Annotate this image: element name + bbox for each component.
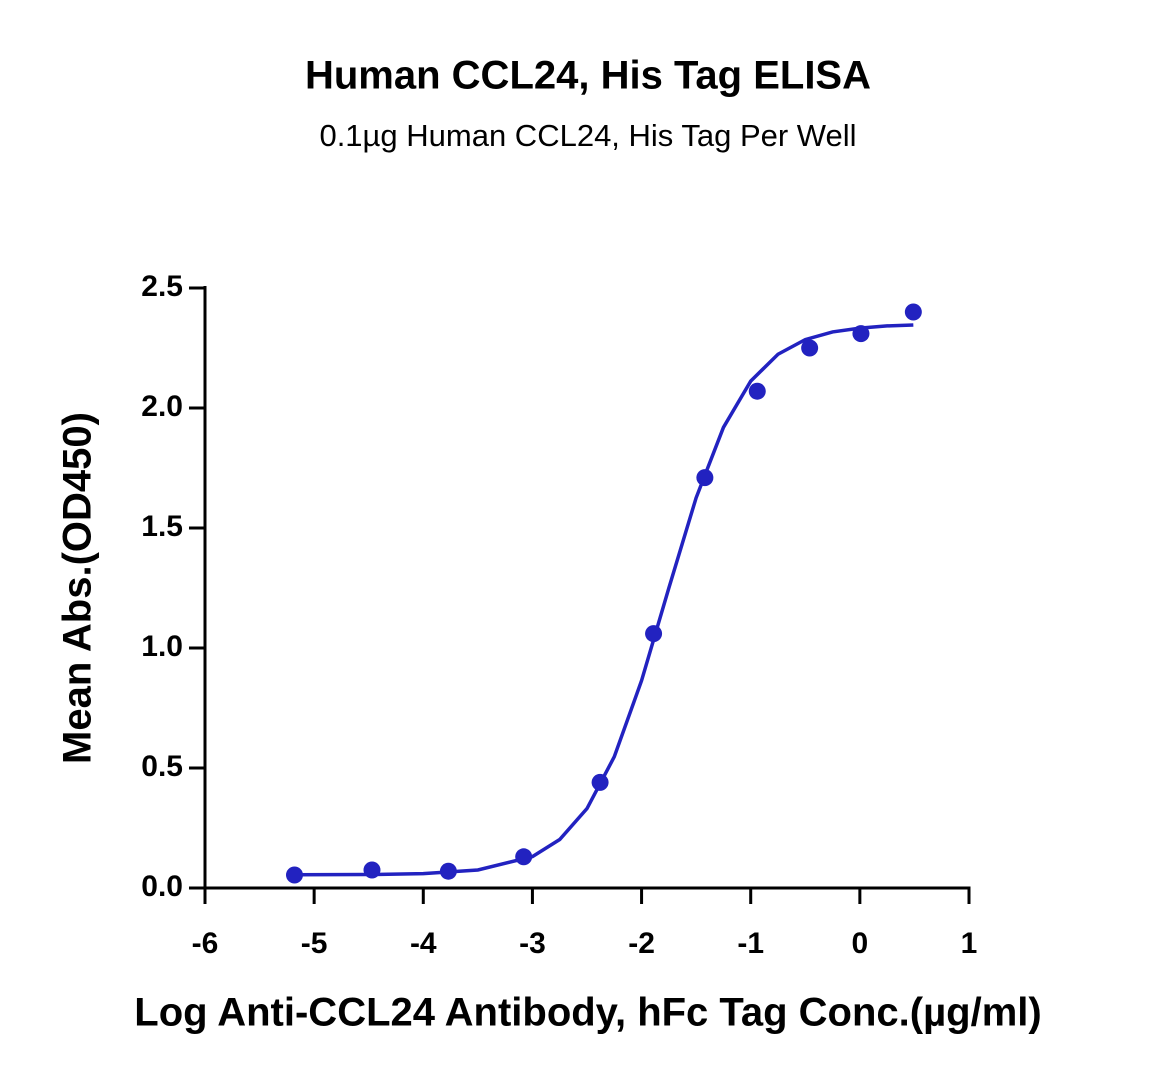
y-tick-label: 0.5 bbox=[141, 750, 183, 783]
data-point bbox=[852, 325, 870, 343]
data-point bbox=[439, 862, 457, 880]
data-point bbox=[801, 339, 819, 357]
chart-title: Human CCL24, His Tag ELISA bbox=[305, 54, 871, 98]
x-tick-label: -6 bbox=[192, 927, 219, 960]
y-tick-label: 0.0 bbox=[141, 870, 183, 903]
x-tick-label: -4 bbox=[410, 927, 437, 960]
y-tick-label: 1.5 bbox=[141, 510, 183, 543]
data-point bbox=[645, 625, 663, 643]
x-axis-label: Log Anti-CCL24 Antibody, hFc Tag Conc.(µ… bbox=[134, 991, 1041, 1035]
x-tick-label: -1 bbox=[737, 927, 764, 960]
x-tick-label: -3 bbox=[519, 927, 546, 960]
data-point bbox=[363, 861, 381, 879]
x-tick-label: 0 bbox=[852, 927, 869, 960]
y-tick-label: 1.0 bbox=[141, 630, 183, 663]
data-point bbox=[696, 469, 714, 487]
x-tick-label: 1 bbox=[961, 927, 978, 960]
data-point bbox=[904, 303, 922, 321]
chart-subtitle: 0.1µg Human CCL24, His Tag Per Well bbox=[319, 118, 856, 153]
x-tick-label: -2 bbox=[628, 927, 655, 960]
y-tick-label: 2.0 bbox=[141, 390, 183, 423]
data-point bbox=[285, 866, 303, 884]
data-point bbox=[748, 382, 766, 400]
y-axis-label: Mean Abs.(OD450) bbox=[56, 412, 100, 764]
fit-curve bbox=[294, 323, 914, 877]
data-point bbox=[515, 848, 533, 866]
x-tick-label: -5 bbox=[301, 927, 328, 960]
y-tick-label: 2.5 bbox=[141, 270, 183, 303]
data-point bbox=[591, 773, 609, 791]
